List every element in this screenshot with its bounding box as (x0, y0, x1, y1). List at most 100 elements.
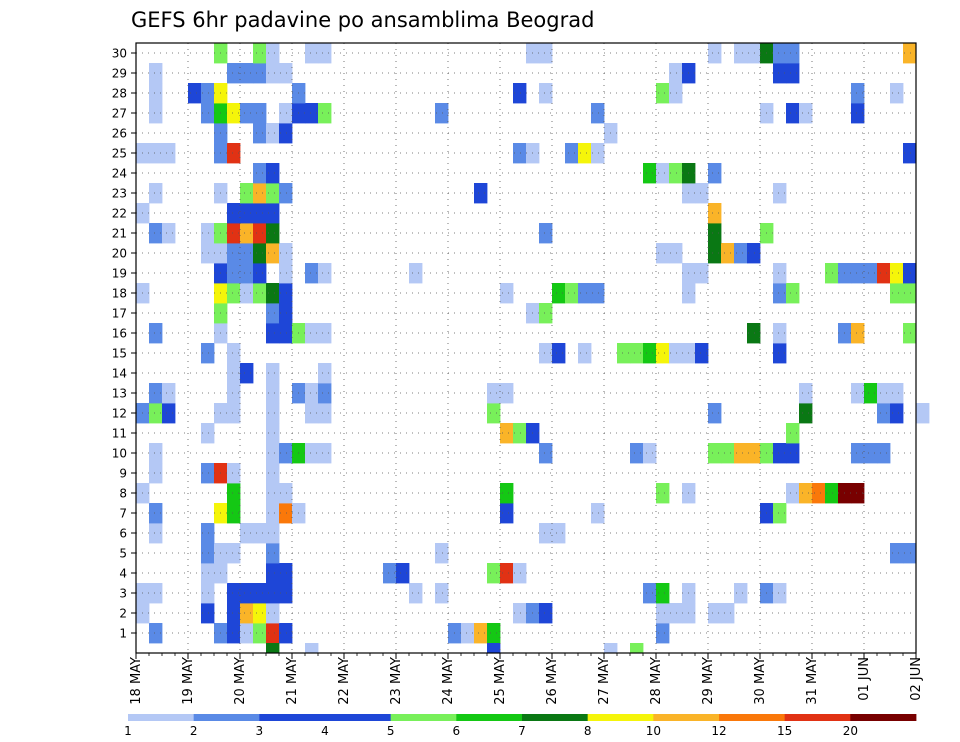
heatmap-cell (708, 203, 722, 224)
heatmap-cell (227, 203, 241, 224)
heatmap-cell (318, 43, 332, 64)
heatmap-cell (227, 103, 241, 124)
heatmap-cell (799, 483, 813, 504)
legend-label: 10 (646, 724, 661, 738)
legend-swatch (259, 714, 326, 721)
heatmap-cell (890, 403, 904, 424)
legend-swatch (587, 714, 654, 721)
legend-label: 8 (584, 724, 592, 738)
heatmap-cell (669, 83, 683, 104)
heatmap-cell (695, 343, 709, 364)
heatmap-cell (266, 323, 280, 344)
heatmap-cell (149, 503, 163, 524)
heatmap-cell (201, 583, 215, 604)
heatmap-cell (864, 263, 878, 284)
heatmap-cell (266, 243, 280, 264)
heatmap-cell (539, 223, 553, 244)
heatmap-cell (253, 623, 267, 644)
heatmap-cell (513, 603, 527, 624)
heatmap-cell (773, 63, 787, 84)
heatmap-cell (279, 563, 293, 584)
heatmap-cell (851, 83, 865, 104)
heatmap-cell (656, 603, 670, 624)
y-tick-label: 24 (112, 167, 127, 181)
heatmap-cell (305, 323, 319, 344)
heatmap-cell (786, 43, 800, 64)
x-axis-ticks: 18 MAY 19 MAY 20 MAY 21 MAY 22 MAY 23 MAY 24 M… (129, 653, 924, 705)
heatmap-cell (240, 583, 254, 604)
heatmap-cell (773, 283, 787, 304)
heatmap-cell (773, 323, 787, 344)
legend-swatch (456, 714, 523, 721)
heatmap-cell (786, 443, 800, 464)
heatmap-cell (266, 283, 280, 304)
heatmap-cell (669, 243, 683, 264)
heatmap-cell (734, 583, 748, 604)
heatmap-cell (266, 303, 280, 324)
y-axis-ticks: 1234567891011121314151617181920212223242… (112, 47, 136, 641)
heatmap-cell (227, 543, 241, 564)
heatmap-cell (149, 183, 163, 204)
heatmap-cell (656, 163, 670, 184)
heatmap-cell (708, 603, 722, 624)
y-tick-label: 14 (112, 367, 127, 381)
heatmap-cell (149, 223, 163, 244)
legend-label: 20 (843, 724, 858, 738)
heatmap-cell (721, 243, 735, 264)
heatmap-cell (162, 383, 176, 404)
x-tick-label: 20 MAY (233, 657, 248, 705)
heatmap-cell (305, 43, 319, 64)
heatmap-cell (643, 443, 657, 464)
heatmap-cell (864, 383, 878, 404)
y-tick-label: 9 (119, 467, 127, 481)
heatmap-cell (266, 523, 280, 544)
heatmap-cell (253, 603, 267, 624)
heatmap-cell (708, 163, 722, 184)
heatmap-cell (591, 143, 605, 164)
y-tick-label: 5 (119, 547, 127, 561)
heatmap-cell (279, 63, 293, 84)
heatmap-cell (604, 643, 618, 653)
heatmap-cell (786, 103, 800, 124)
heatmap-cell (253, 243, 267, 264)
heatmap-cell (539, 303, 553, 324)
heatmap-cell (500, 383, 514, 404)
heatmap-cell (552, 523, 566, 544)
heatmap-cell (708, 243, 722, 264)
heatmap-cell (669, 343, 683, 364)
y-tick-label: 11 (112, 427, 127, 441)
heatmap-cell (487, 623, 501, 644)
heatmap-cell (266, 363, 280, 384)
legend-label: 4 (321, 724, 329, 738)
heatmap-cell (851, 443, 865, 464)
heatmap-cell (565, 143, 579, 164)
legend-swatch (128, 714, 195, 721)
heatmap-cell (227, 583, 241, 604)
heatmap-cell (825, 483, 839, 504)
heatmap-cell (721, 443, 735, 464)
y-tick-label: 30 (112, 47, 127, 61)
heatmap-cell (539, 603, 553, 624)
y-tick-label: 1 (119, 627, 127, 641)
y-tick-label: 2 (119, 607, 127, 621)
heatmap-cell (487, 563, 501, 584)
heatmap-cell (201, 103, 215, 124)
heatmap-cell (903, 43, 917, 64)
heatmap-cell (149, 323, 163, 344)
x-tick-label: 02 JUN (909, 657, 924, 701)
heatmap-cell (708, 443, 722, 464)
x-tick-label: 26 MAY (545, 657, 560, 705)
heatmap-cell (799, 383, 813, 404)
heatmap-cell (539, 43, 553, 64)
heatmap-cell (500, 483, 514, 504)
y-tick-label: 16 (112, 327, 127, 341)
heatmap-cell (916, 403, 930, 424)
y-tick-label: 15 (112, 347, 127, 361)
heatmap-cell (318, 263, 332, 284)
heatmap-cell (149, 583, 163, 604)
heatmap-cell (227, 143, 241, 164)
x-tick-label: 25 MAY (493, 657, 508, 705)
heatmap-cell (630, 343, 644, 364)
heatmap-cell (591, 503, 605, 524)
